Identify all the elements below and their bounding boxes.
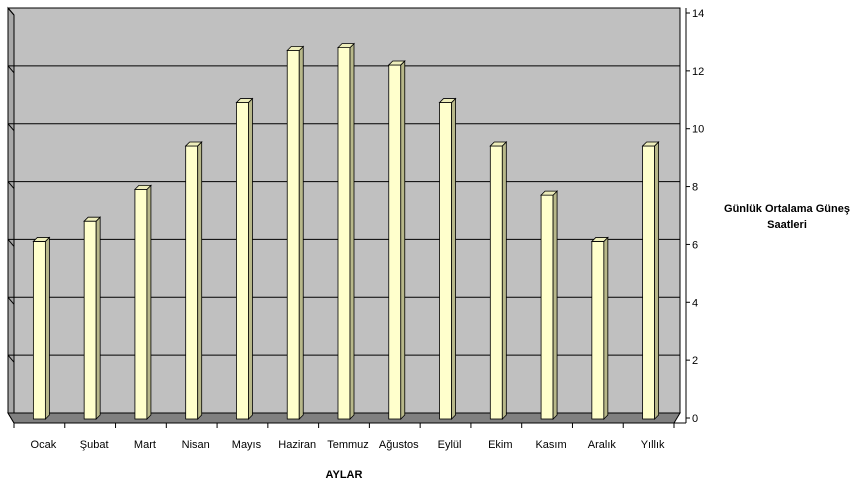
x-axis: Ocak Şubat Mart Nisan Mayıs Haziran Temmuz Ağus… bbox=[13, 422, 686, 451]
gridline-side bbox=[7, 239, 15, 247]
gridline-side bbox=[7, 7, 15, 16]
y-tick-label: 14 bbox=[692, 8, 704, 20]
bar bbox=[387, 59, 406, 420]
x-axis-title: AYLAR bbox=[326, 469, 363, 481]
y-axis-title: Günlük Ortalama Güneş Saatleri bbox=[724, 203, 850, 231]
bars bbox=[32, 42, 660, 420]
bar bbox=[337, 42, 355, 420]
x-tick-label: Kasım bbox=[535, 439, 566, 451]
x-tick-label: Eylül bbox=[438, 439, 462, 451]
gridline-side bbox=[7, 181, 15, 189]
x-tick-label: Ekim bbox=[488, 439, 512, 451]
gridline-side bbox=[7, 65, 15, 74]
bar bbox=[641, 140, 660, 420]
bar bbox=[32, 236, 51, 420]
y-tick-label: 6 bbox=[692, 239, 698, 251]
x-tick-label: Aralık bbox=[588, 439, 617, 451]
y-tick-label: 2 bbox=[692, 355, 698, 367]
bar bbox=[590, 236, 609, 420]
x-tick-label: Nisan bbox=[182, 439, 210, 451]
y-tick-label: 10 bbox=[692, 124, 704, 136]
x-tick-label: Ocak bbox=[31, 439, 57, 451]
bar bbox=[489, 140, 508, 420]
x-tick-label: Haziran bbox=[278, 439, 316, 451]
bar bbox=[83, 216, 102, 420]
y-axis: 0 2 4 6 8 10 12 14 bbox=[685, 8, 704, 425]
y-tick-label: 8 bbox=[692, 182, 698, 194]
bar bbox=[184, 140, 203, 420]
bar bbox=[133, 184, 152, 420]
x-tick-label: Mart bbox=[134, 439, 156, 451]
y-tick-label: 4 bbox=[692, 297, 698, 309]
y-tick-label: 0 bbox=[692, 413, 698, 425]
gridline-side bbox=[7, 123, 15, 132]
x-tick-label: Mayıs bbox=[232, 439, 262, 451]
x-tick-label: Temmuz bbox=[327, 439, 369, 451]
gridline-side bbox=[7, 354, 15, 363]
x-tick-label: Ağustos bbox=[379, 439, 419, 451]
x-tick-label: Yıllık bbox=[641, 439, 665, 451]
bar bbox=[235, 97, 254, 420]
y-tick-label: 12 bbox=[692, 66, 704, 78]
bar bbox=[286, 45, 305, 420]
bar bbox=[438, 97, 457, 420]
bar bbox=[540, 190, 559, 420]
gridline-side bbox=[7, 296, 15, 305]
x-tick-label: Şubat bbox=[80, 439, 109, 451]
